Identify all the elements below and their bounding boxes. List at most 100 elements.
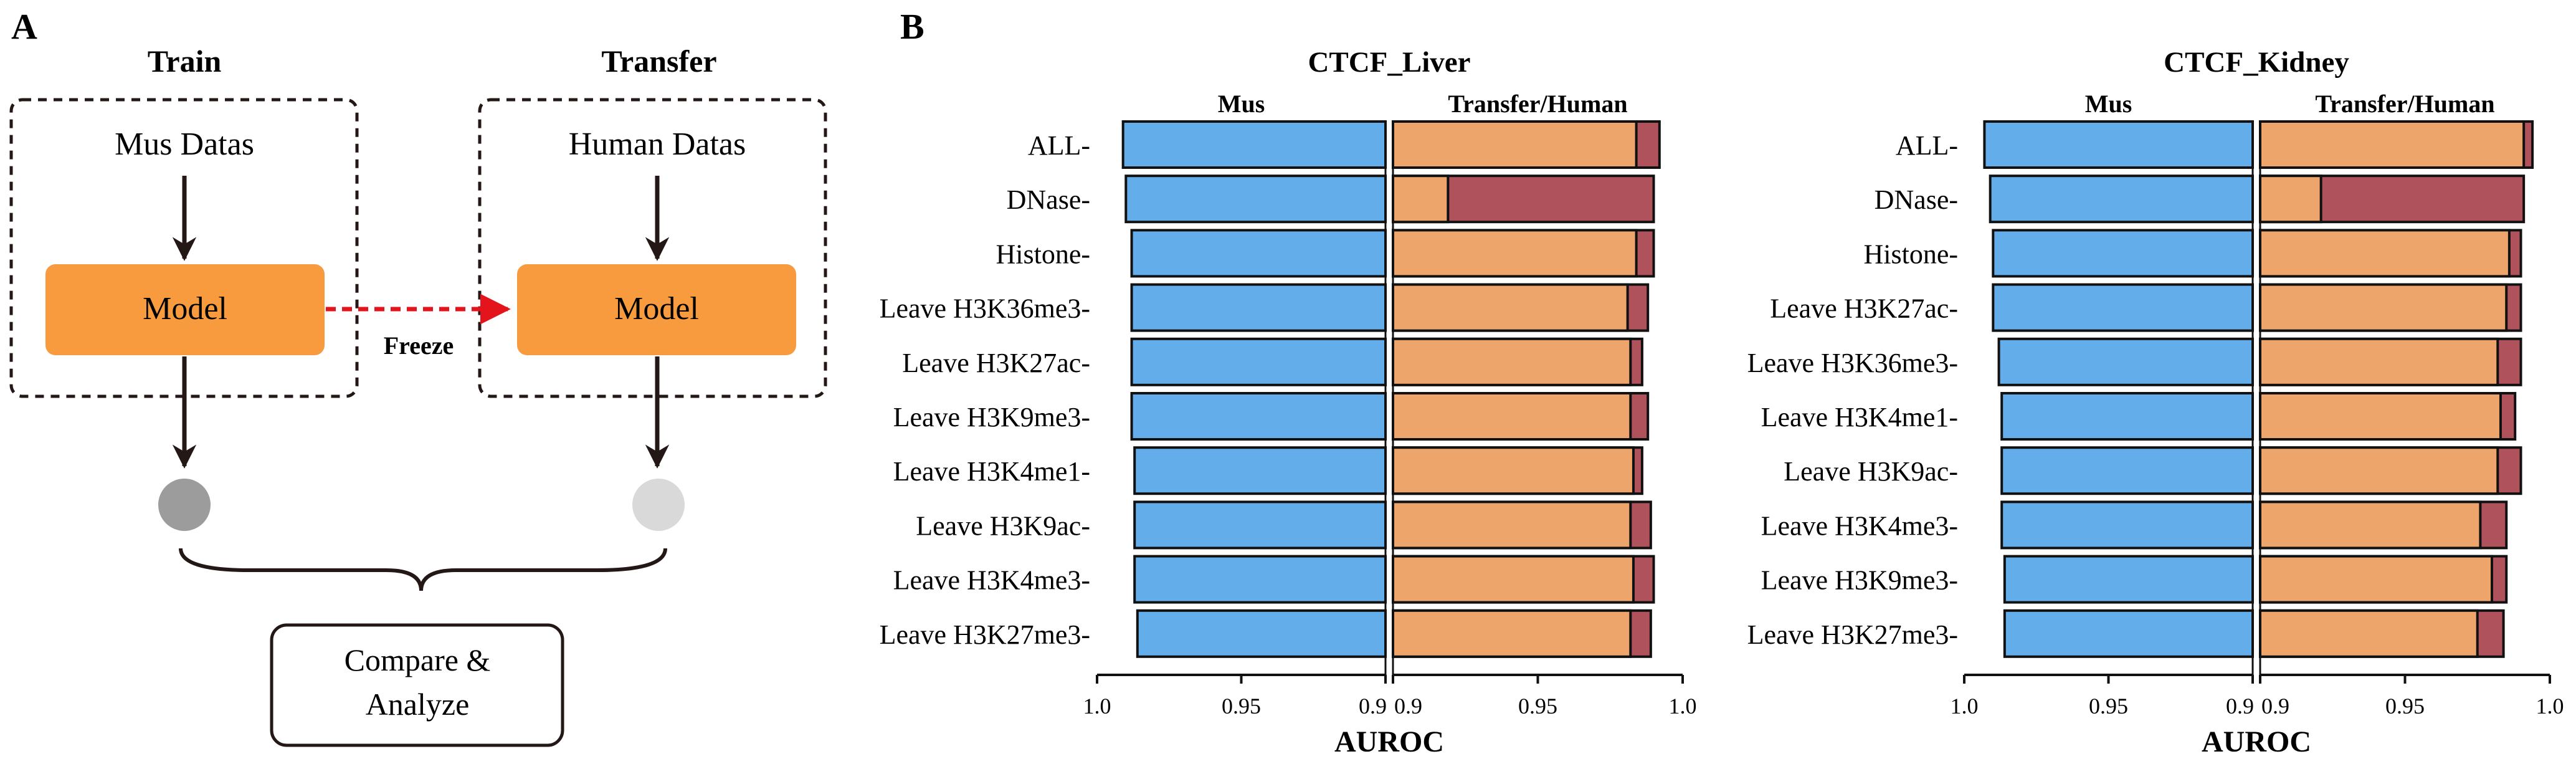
transfer-output-node [632, 479, 685, 531]
train-model-label: Model [143, 291, 227, 327]
left-tick-label: 1.0 [1951, 694, 1979, 719]
transfer-bar [2259, 500, 2482, 550]
category-label: Leave H3K4me1- [893, 456, 1090, 487]
mus-bar [1130, 229, 1387, 278]
mus-bar [2003, 555, 2255, 604]
transfer-bar [2259, 174, 2322, 224]
panel-b-label: B [900, 6, 924, 47]
right-tick-label: 0.9 [2261, 694, 2289, 719]
category-label: Leave H3K9me3- [893, 402, 1090, 432]
right-panel-header: Transfer/Human [2315, 90, 2494, 118]
transfer-bar [1392, 120, 1638, 169]
compare-brace [179, 548, 667, 591]
mus-bar [1992, 229, 2255, 278]
left-tick-label: 0.9 [1359, 694, 1387, 719]
category-label: Leave H3K4me3- [1761, 510, 1958, 541]
left-panel-header: Mus [2085, 90, 2132, 118]
category-label: Leave H3K36me3- [1747, 348, 1958, 378]
panel-a: A Train Transfer Mus Datas Human Datas M… [9, 6, 827, 747]
train-dashed-box [9, 98, 359, 398]
category-label: Histone- [996, 239, 1090, 269]
mus-bar [1992, 283, 2255, 332]
mus-bar [1136, 609, 1387, 658]
category-label: DNase- [1875, 184, 1958, 215]
category-label: Leave H3K9ac- [1784, 456, 1958, 487]
mus-bar [1983, 120, 2254, 169]
mus-bar [1130, 392, 1387, 441]
transfer-bar [1392, 229, 1638, 278]
transfer-bar [2259, 283, 2508, 332]
transfer-bar [1392, 500, 1632, 550]
train-output-node [158, 479, 211, 531]
transfer-bar [2259, 609, 2479, 658]
x-axis-title: AUROC [2202, 725, 2311, 758]
transfer-title: Transfer [601, 44, 716, 79]
mus-bar [2000, 500, 2254, 550]
left-panel-header: Mus [1218, 90, 1265, 118]
transfer-bar [2259, 120, 2526, 169]
left-tick-label: 0.95 [2089, 694, 2128, 719]
chart-title: CTCF_Liver [1308, 46, 1470, 79]
right-tick-label: 1.0 [2536, 694, 2564, 719]
mus-bar [2000, 446, 2254, 495]
transfer-model-box [517, 264, 796, 355]
compare-line-2: Analyze [366, 687, 470, 722]
right-tick-label: 0.9 [1394, 694, 1422, 719]
x-axis-title: AUROC [1334, 725, 1444, 758]
mus-bar [1133, 446, 1387, 495]
category-label: ALL- [1896, 130, 1958, 161]
transfer-bar [2259, 555, 2493, 604]
transfer-bar [1392, 609, 1632, 658]
left-tick-label: 0.95 [1222, 694, 1261, 719]
compare-analyze-box [270, 623, 564, 747]
mus-bar [2000, 392, 2254, 441]
transfer-bar [1392, 555, 1635, 604]
mus-bar [1997, 337, 2255, 386]
train-data-label: Mus Datas [115, 127, 254, 162]
train-model-box [45, 264, 325, 355]
freeze-label: Freeze [384, 332, 454, 360]
category-label: Leave H3K4me1- [1761, 402, 1958, 432]
left-tick-label: 1.0 [1083, 694, 1111, 719]
transfer-bar [1392, 283, 1629, 332]
mus-bar [1124, 174, 1387, 224]
right-tick-label: 0.95 [1518, 694, 1557, 719]
category-label: Leave H3K4me3- [893, 565, 1090, 596]
mus-bar [2003, 609, 2255, 658]
transfer-bar [1392, 174, 1450, 224]
transfer-bar [1392, 392, 1632, 441]
category-label: Histone- [1863, 239, 1958, 269]
category-label: Leave H3K27me3- [880, 619, 1090, 650]
right-tick-label: 0.95 [2385, 694, 2425, 719]
mus-bar [1130, 283, 1387, 332]
category-label: DNase- [1007, 184, 1090, 215]
transfer-dashed-box [478, 98, 827, 398]
right-panel-header: Transfer/Human [1448, 90, 1627, 118]
mus-bar [1133, 555, 1387, 604]
mus-bar [1133, 500, 1387, 550]
transfer-data-label: Human Datas [569, 127, 746, 162]
mus-bar [1121, 120, 1387, 169]
transfer-bar [2259, 446, 2499, 495]
category-label: Leave H3K36me3- [880, 294, 1090, 324]
mus-bar [1989, 174, 2254, 224]
compare-line-1: Compare & [345, 642, 491, 677]
category-label: Leave H3K9ac- [916, 510, 1090, 541]
category-label: Leave H3K27ac- [1770, 294, 1958, 324]
transfer-model-label: Model [614, 291, 699, 327]
transfer-bar [2259, 337, 2499, 386]
transfer-bar [2259, 392, 2502, 441]
panel-a-label: A [11, 6, 37, 47]
mus-bar [1130, 337, 1387, 386]
transfer-bar [1392, 446, 1635, 495]
transfer-bar [1392, 337, 1632, 386]
chart-ctcf-liver: CTCF_Liver Mus Transfer/Human ALL- DNase- His… [880, 46, 1697, 758]
right-tick-label: 1.0 [1669, 694, 1697, 719]
transfer-bar [2259, 229, 2511, 278]
chart-ctcf-kidney: CTCF_Kidney Mus Transfer/Human ALL- DNase- Hi… [1747, 46, 2564, 758]
category-label: ALL- [1028, 130, 1090, 161]
category-label: Leave H3K27me3- [1747, 619, 1958, 650]
train-title: Train [148, 44, 222, 79]
left-tick-label: 0.9 [2226, 694, 2254, 719]
